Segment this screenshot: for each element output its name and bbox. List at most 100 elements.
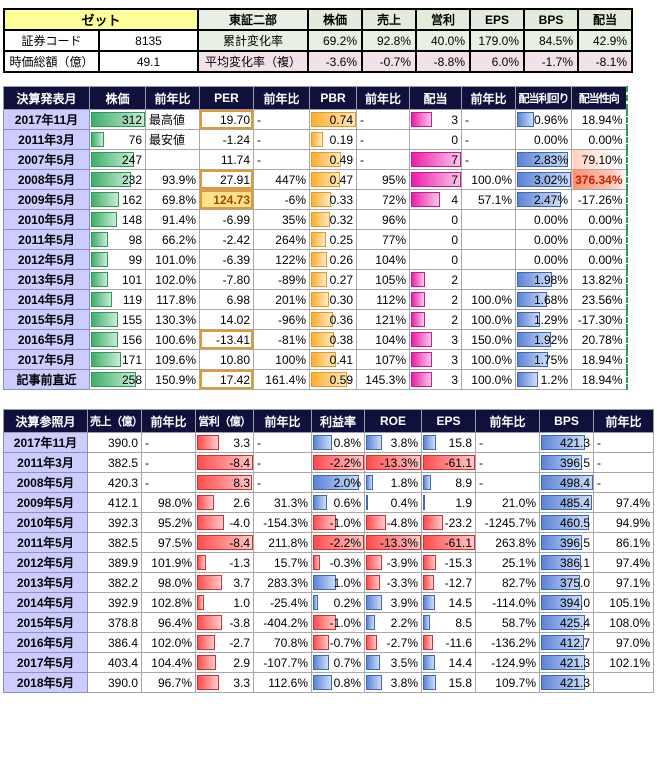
announce-pbr-yoy-cell: 72%	[356, 189, 410, 210]
cumulative-change-label: 累計変化率	[197, 29, 310, 52]
cumulative-op: 40.0%	[415, 29, 472, 52]
per-yoy-value: 201%	[275, 292, 306, 307]
announce-dividend-cell: 7	[409, 149, 462, 170]
per-value: 6.98	[226, 292, 250, 307]
op-profit-value: -8.4	[229, 455, 250, 470]
announce-pbr-yoy-cell: 145.3%	[356, 369, 410, 390]
dividend-yield-data-bar	[517, 292, 547, 307]
announce-dividend-cell: 0	[409, 229, 462, 250]
reference-roe-cell: 2.2%	[364, 612, 422, 633]
announce-pbr-yoy-cell: 104%	[356, 329, 410, 350]
payout-ratio-value: 376.34%	[575, 172, 623, 187]
announce-dividend-cell: 2	[409, 309, 462, 330]
dividend-value: 3	[451, 112, 458, 127]
price-yoy-value: 66.2%	[161, 232, 196, 247]
reference-eps-cell: -11.6	[421, 632, 476, 653]
announce-dividend-cell: 7	[409, 169, 462, 190]
reference-op-yoy-cell: 15.7%	[253, 552, 312, 573]
price-yoy-value: 最高値	[149, 113, 186, 127]
margin-value: -0.3%	[329, 555, 361, 570]
per-value: 124.73	[213, 192, 250, 207]
pbr-value: 0.59	[329, 372, 353, 387]
announce-per-yoy-cell: -96%	[253, 309, 310, 330]
dividend-yield-value: 2.47%	[533, 192, 568, 207]
reference-bps-cell: 460.5	[539, 512, 594, 533]
dividend-yoy-value: -	[465, 132, 469, 147]
reference-sales-yoy-cell: 101.9%	[141, 552, 196, 573]
announce-per-yoy-cell: 161.4%	[253, 369, 310, 390]
summary-row-cumulative: 証券コード 8135 累計変化率 69.2% 92.8% 40.0% 179.0…	[3, 29, 634, 52]
dividend-yoy-value: 100.0%	[471, 372, 512, 387]
dividend-yield-value: 0.00%	[533, 232, 568, 247]
announce-dividend-yoy-cell	[461, 249, 516, 270]
margin-data-bar	[313, 575, 337, 590]
sales-yoy-value: 104.4%	[151, 655, 192, 670]
announce-pbr-yoy-cell: 107%	[356, 349, 410, 370]
stock-price-value: 156	[121, 332, 142, 347]
per-yoy-value: -89%	[277, 272, 306, 287]
announce-row-9: 2014年5月 119 117.8% 6.98 201% 0.30 112% 2 100.0% 1…	[3, 289, 628, 310]
payout-ratio-value: 0.00%	[588, 252, 623, 267]
announce-row-7: 2012年5月 99 101.0% -6.39 122% 0.26 104% 0 0.00% 0.…	[3, 249, 628, 270]
announce-pbr-cell: 0.19	[309, 129, 357, 150]
metric-header-bps: BPS	[523, 8, 580, 31]
sales-value: 390.0	[107, 675, 138, 690]
roe-value: -3.3%	[386, 575, 418, 590]
reference-bps-yoy-cell: -	[593, 452, 654, 473]
reference-month-cell: 2011年5月	[3, 532, 88, 553]
reference-row-0: 2017年11月 390.0-3.3-0.8% 3.8% 15.8-421.3-	[3, 432, 654, 453]
announce-dividend-cell: 2	[409, 269, 462, 290]
op-profit-data-bar	[197, 535, 253, 550]
pbr-data-bar	[311, 352, 336, 367]
reference-op-profit-cell: 2.9	[195, 652, 254, 673]
dividend-yield-value: 1.68%	[533, 292, 568, 307]
dividend-yield-data-bar	[517, 352, 549, 367]
reference-bps-yoy-cell: 108.0%	[593, 612, 654, 633]
dividend-yield-data-bar	[517, 332, 552, 347]
op-profit-data-bar	[197, 635, 215, 650]
announce-payout-ratio-cell: 18.94%	[571, 349, 628, 370]
reference-roe-cell: -3.9%	[364, 552, 422, 573]
pbr-data-bar	[311, 132, 323, 147]
margin-value: 0.2%	[333, 595, 361, 610]
roe-data-bar	[366, 475, 374, 490]
reference-row-11: 2017年5月 403.4 104.4% 2.9 -107.7% 0.7% 3.5% 14.4…	[3, 652, 654, 673]
reference-sales-yoy-cell: 104.4%	[141, 652, 196, 673]
header-stock-price: 株価	[89, 86, 146, 110]
dividend-yoy-value: 100.0%	[471, 292, 512, 307]
announce-dividend-yoy-cell: 57.1%	[461, 189, 516, 210]
pbr-data-bar	[311, 332, 335, 347]
dividend-yield-data-bar	[517, 192, 562, 207]
announce-dividend-yield-cell: 2.83%	[515, 149, 572, 170]
per-yoy-value: 100%	[275, 352, 306, 367]
op-yoy-value: -107.7%	[263, 655, 308, 670]
per-yoy-value: 447%	[275, 172, 306, 187]
reference-eps-cell: 15.8	[421, 672, 476, 693]
announce-per-cell: 14.02	[199, 309, 254, 330]
pbr-data-bar	[311, 192, 332, 207]
reference-row-2: 2008年5月 420.3-8.3-2.0% 1.8% 8.9-498.4-	[3, 472, 654, 493]
announce-per-cell: 19.70	[199, 109, 254, 130]
dividend-value: 7	[451, 172, 458, 187]
reference-bps-cell: 485.4	[539, 492, 594, 513]
payout-ratio-value: 0.00%	[588, 232, 623, 247]
reference-op-profit-cell: -4.0	[195, 512, 254, 533]
payout-ratio-value: 23.56%	[581, 292, 623, 307]
margin-data-bar	[313, 675, 332, 690]
per-yoy-value: 161.4%	[265, 372, 306, 387]
price-yoy-value: 150.9%	[155, 372, 196, 387]
metric-header-op: 営利	[415, 8, 472, 31]
sales-value: 386.4	[107, 635, 138, 650]
reference-margin-cell: -2.2%	[311, 452, 365, 473]
reference-month-cell: 2011年3月	[3, 452, 88, 473]
announce-dividend-yoy-cell: -	[461, 149, 516, 170]
reference-op-profit-cell: 3.3	[195, 672, 254, 693]
reference-row-5: 2011年5月 382.5 97.5% -8.4 211.8% -2.2% -13.3% -6…	[3, 532, 654, 553]
announce-dividend-yield-cell: 3.02%	[515, 169, 572, 190]
payout-ratio-value: 13.82%	[581, 272, 623, 287]
op-yoy-value: 112.6%	[268, 675, 308, 690]
op-yoy-value: -	[257, 455, 261, 470]
op-profit-data-bar	[197, 555, 206, 570]
reference-roe-cell: -3.3%	[364, 572, 422, 593]
payout-ratio-value: 0.00%	[588, 212, 623, 227]
